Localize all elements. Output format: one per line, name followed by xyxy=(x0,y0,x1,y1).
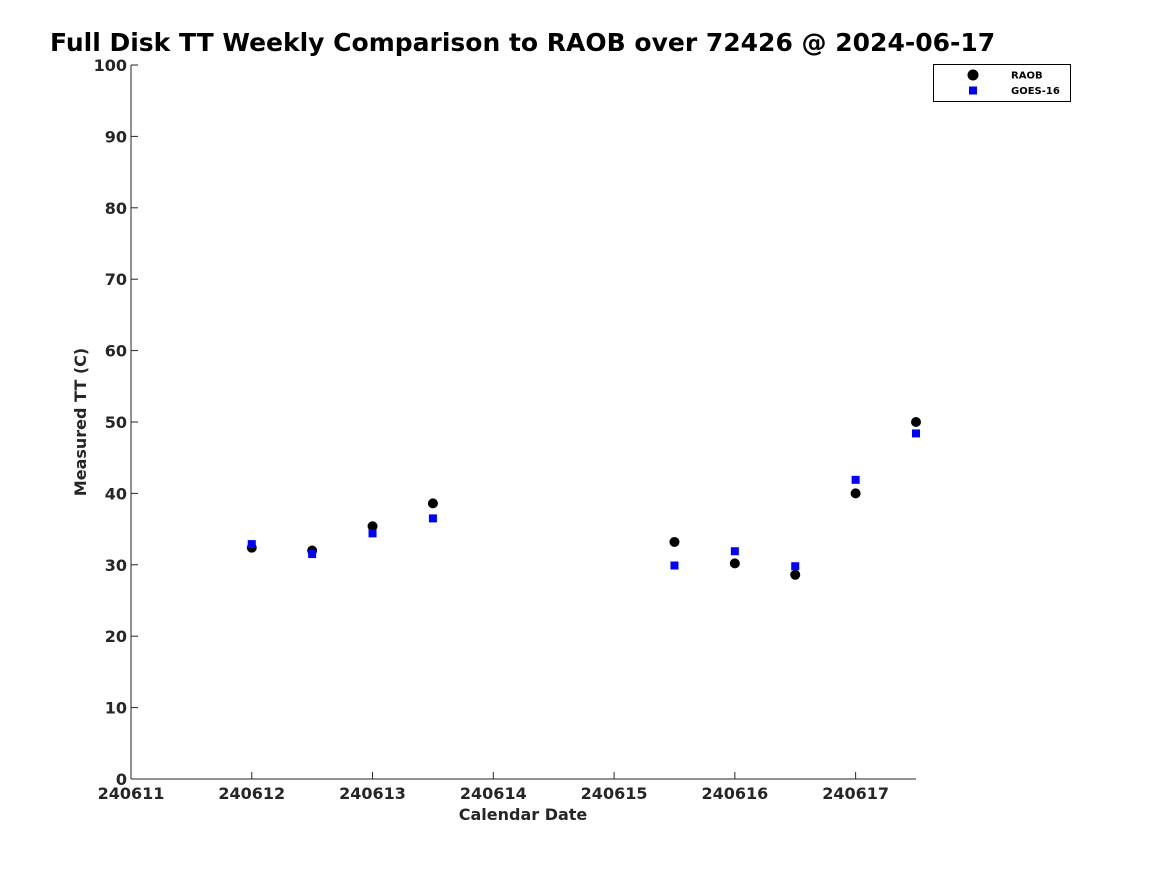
y-tick-label: 60 xyxy=(105,342,127,361)
raob-point xyxy=(729,558,740,569)
legend-goes16-label: GOES-16 xyxy=(1011,86,1060,97)
x-tick-label: 240611 xyxy=(98,784,165,803)
raob-point xyxy=(911,417,921,427)
y-tick-label: 10 xyxy=(105,699,127,718)
x-tick-label: 240616 xyxy=(701,784,768,803)
y-axis-label: Measured TT (C) xyxy=(71,348,90,496)
goes-16-point xyxy=(912,429,920,438)
legend: RAOB GOES-16 xyxy=(933,64,1071,102)
y-tick-label: 20 xyxy=(105,627,127,646)
x-tick-label: 240615 xyxy=(581,784,648,803)
goes-16-point xyxy=(247,540,256,549)
chart-title: Full Disk TT Weekly Comparison to RAOB o… xyxy=(50,28,996,57)
y-tick-label: 50 xyxy=(105,413,127,432)
raob-point xyxy=(367,521,378,532)
raob-point xyxy=(427,498,438,509)
goes-16-point xyxy=(851,475,860,484)
y-axis-ticks: 0 10 20 30 40 50 60 70 80 90 100 xyxy=(94,56,138,789)
legend-raob-marker xyxy=(967,69,979,81)
y-tick-label: 40 xyxy=(105,484,127,503)
raob-point xyxy=(669,536,680,547)
axes xyxy=(130,65,916,780)
legend-raob-label: RAOB xyxy=(1011,71,1043,82)
goes-16-point xyxy=(368,529,377,538)
x-axis-label: Calendar Date xyxy=(459,805,588,824)
y-tick-label: 90 xyxy=(105,127,127,146)
y-tick-label: 100 xyxy=(94,56,127,75)
x-tick-label: 240613 xyxy=(339,784,406,803)
x-tick-label: 240612 xyxy=(218,784,285,803)
y-tick-label: 70 xyxy=(105,270,127,289)
y-tick-label: 80 xyxy=(105,199,127,218)
x-axis-ticks: 240611 240612 240613 240614 240615 240616 2406… xyxy=(98,772,889,803)
data-markers xyxy=(246,417,921,580)
legend-box xyxy=(933,64,1071,102)
goes-16-point xyxy=(670,561,679,570)
y-tick-label: 30 xyxy=(105,556,127,575)
raob-point xyxy=(790,569,801,580)
legend-goes16-marker xyxy=(969,86,977,95)
goes-16-point xyxy=(791,562,800,571)
goes-16-point xyxy=(428,514,437,523)
x-tick-label: 240614 xyxy=(460,784,527,803)
goes-16-point xyxy=(308,550,317,559)
x-tick-label: 240617 xyxy=(822,784,889,803)
y-tick-label: 0 xyxy=(116,770,127,789)
goes-16-point xyxy=(730,547,739,556)
raob-point xyxy=(850,488,861,499)
